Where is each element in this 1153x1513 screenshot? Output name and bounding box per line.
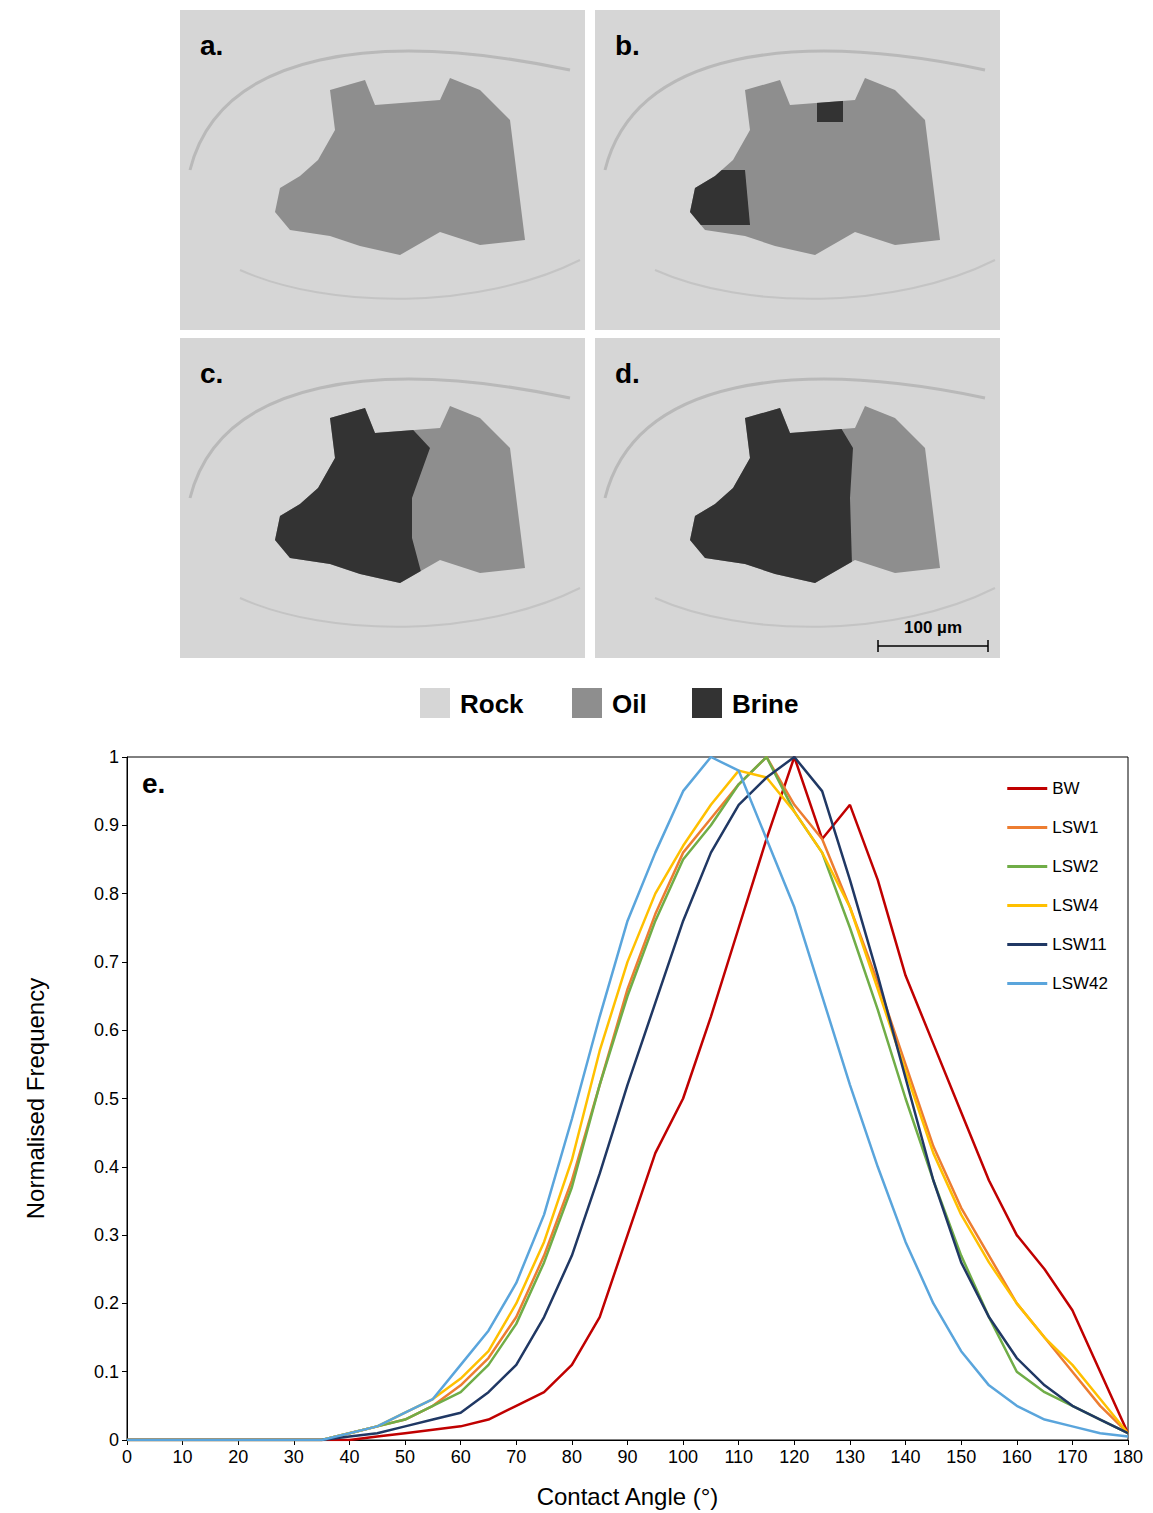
svg-text:110: 110: [724, 1447, 753, 1467]
svg-text:0.2: 0.2: [94, 1293, 119, 1313]
svg-text:0.1: 0.1: [94, 1362, 119, 1382]
svg-text:BW: BW: [1052, 779, 1079, 798]
svg-text:90: 90: [617, 1447, 637, 1467]
svg-text:Rock: Rock: [460, 689, 524, 719]
svg-text:0.3: 0.3: [94, 1225, 119, 1245]
svg-text:30: 30: [284, 1447, 304, 1467]
svg-text:80: 80: [562, 1447, 582, 1467]
svg-text:LSW42: LSW42: [1052, 974, 1108, 993]
svg-text:160: 160: [1002, 1447, 1032, 1467]
svg-text:100: 100: [668, 1447, 698, 1467]
svg-text:c.: c.: [200, 358, 223, 389]
svg-text:10: 10: [173, 1447, 193, 1467]
svg-text:Normalised Frequency: Normalised Frequency: [22, 978, 49, 1219]
svg-text:0: 0: [109, 1430, 119, 1450]
svg-text:0.5: 0.5: [94, 1089, 119, 1109]
svg-text:40: 40: [339, 1447, 359, 1467]
svg-text:0.9: 0.9: [94, 815, 119, 835]
svg-text:70: 70: [506, 1447, 526, 1467]
svg-text:LSW11: LSW11: [1052, 935, 1107, 954]
svg-text:130: 130: [835, 1447, 865, 1467]
svg-text:20: 20: [228, 1447, 248, 1467]
svg-text:50: 50: [395, 1447, 415, 1467]
svg-text:a.: a.: [200, 30, 223, 61]
svg-text:0.4: 0.4: [94, 1157, 119, 1177]
svg-text:0.8: 0.8: [94, 884, 119, 904]
svg-text:180: 180: [1113, 1447, 1143, 1467]
svg-text:0: 0: [122, 1447, 132, 1467]
svg-text:LSW1: LSW1: [1052, 818, 1098, 837]
svg-text:e.: e.: [142, 768, 165, 799]
svg-text:LSW4: LSW4: [1052, 896, 1098, 915]
svg-text:1: 1: [109, 747, 119, 767]
svg-text:60: 60: [451, 1447, 471, 1467]
svg-text:Contact Angle (°): Contact Angle (°): [537, 1483, 719, 1510]
svg-text:0.6: 0.6: [94, 1020, 119, 1040]
svg-text:Oil: Oil: [612, 689, 647, 719]
svg-text:140: 140: [891, 1447, 921, 1467]
svg-text:b.: b.: [615, 30, 640, 61]
svg-text:LSW2: LSW2: [1052, 857, 1098, 876]
svg-text:100 µm: 100 µm: [904, 618, 962, 637]
svg-text:0.7: 0.7: [94, 952, 119, 972]
svg-text:d.: d.: [615, 358, 640, 389]
svg-text:170: 170: [1057, 1447, 1087, 1467]
svg-text:Brine: Brine: [732, 689, 798, 719]
svg-text:120: 120: [779, 1447, 809, 1467]
svg-text:150: 150: [946, 1447, 976, 1467]
